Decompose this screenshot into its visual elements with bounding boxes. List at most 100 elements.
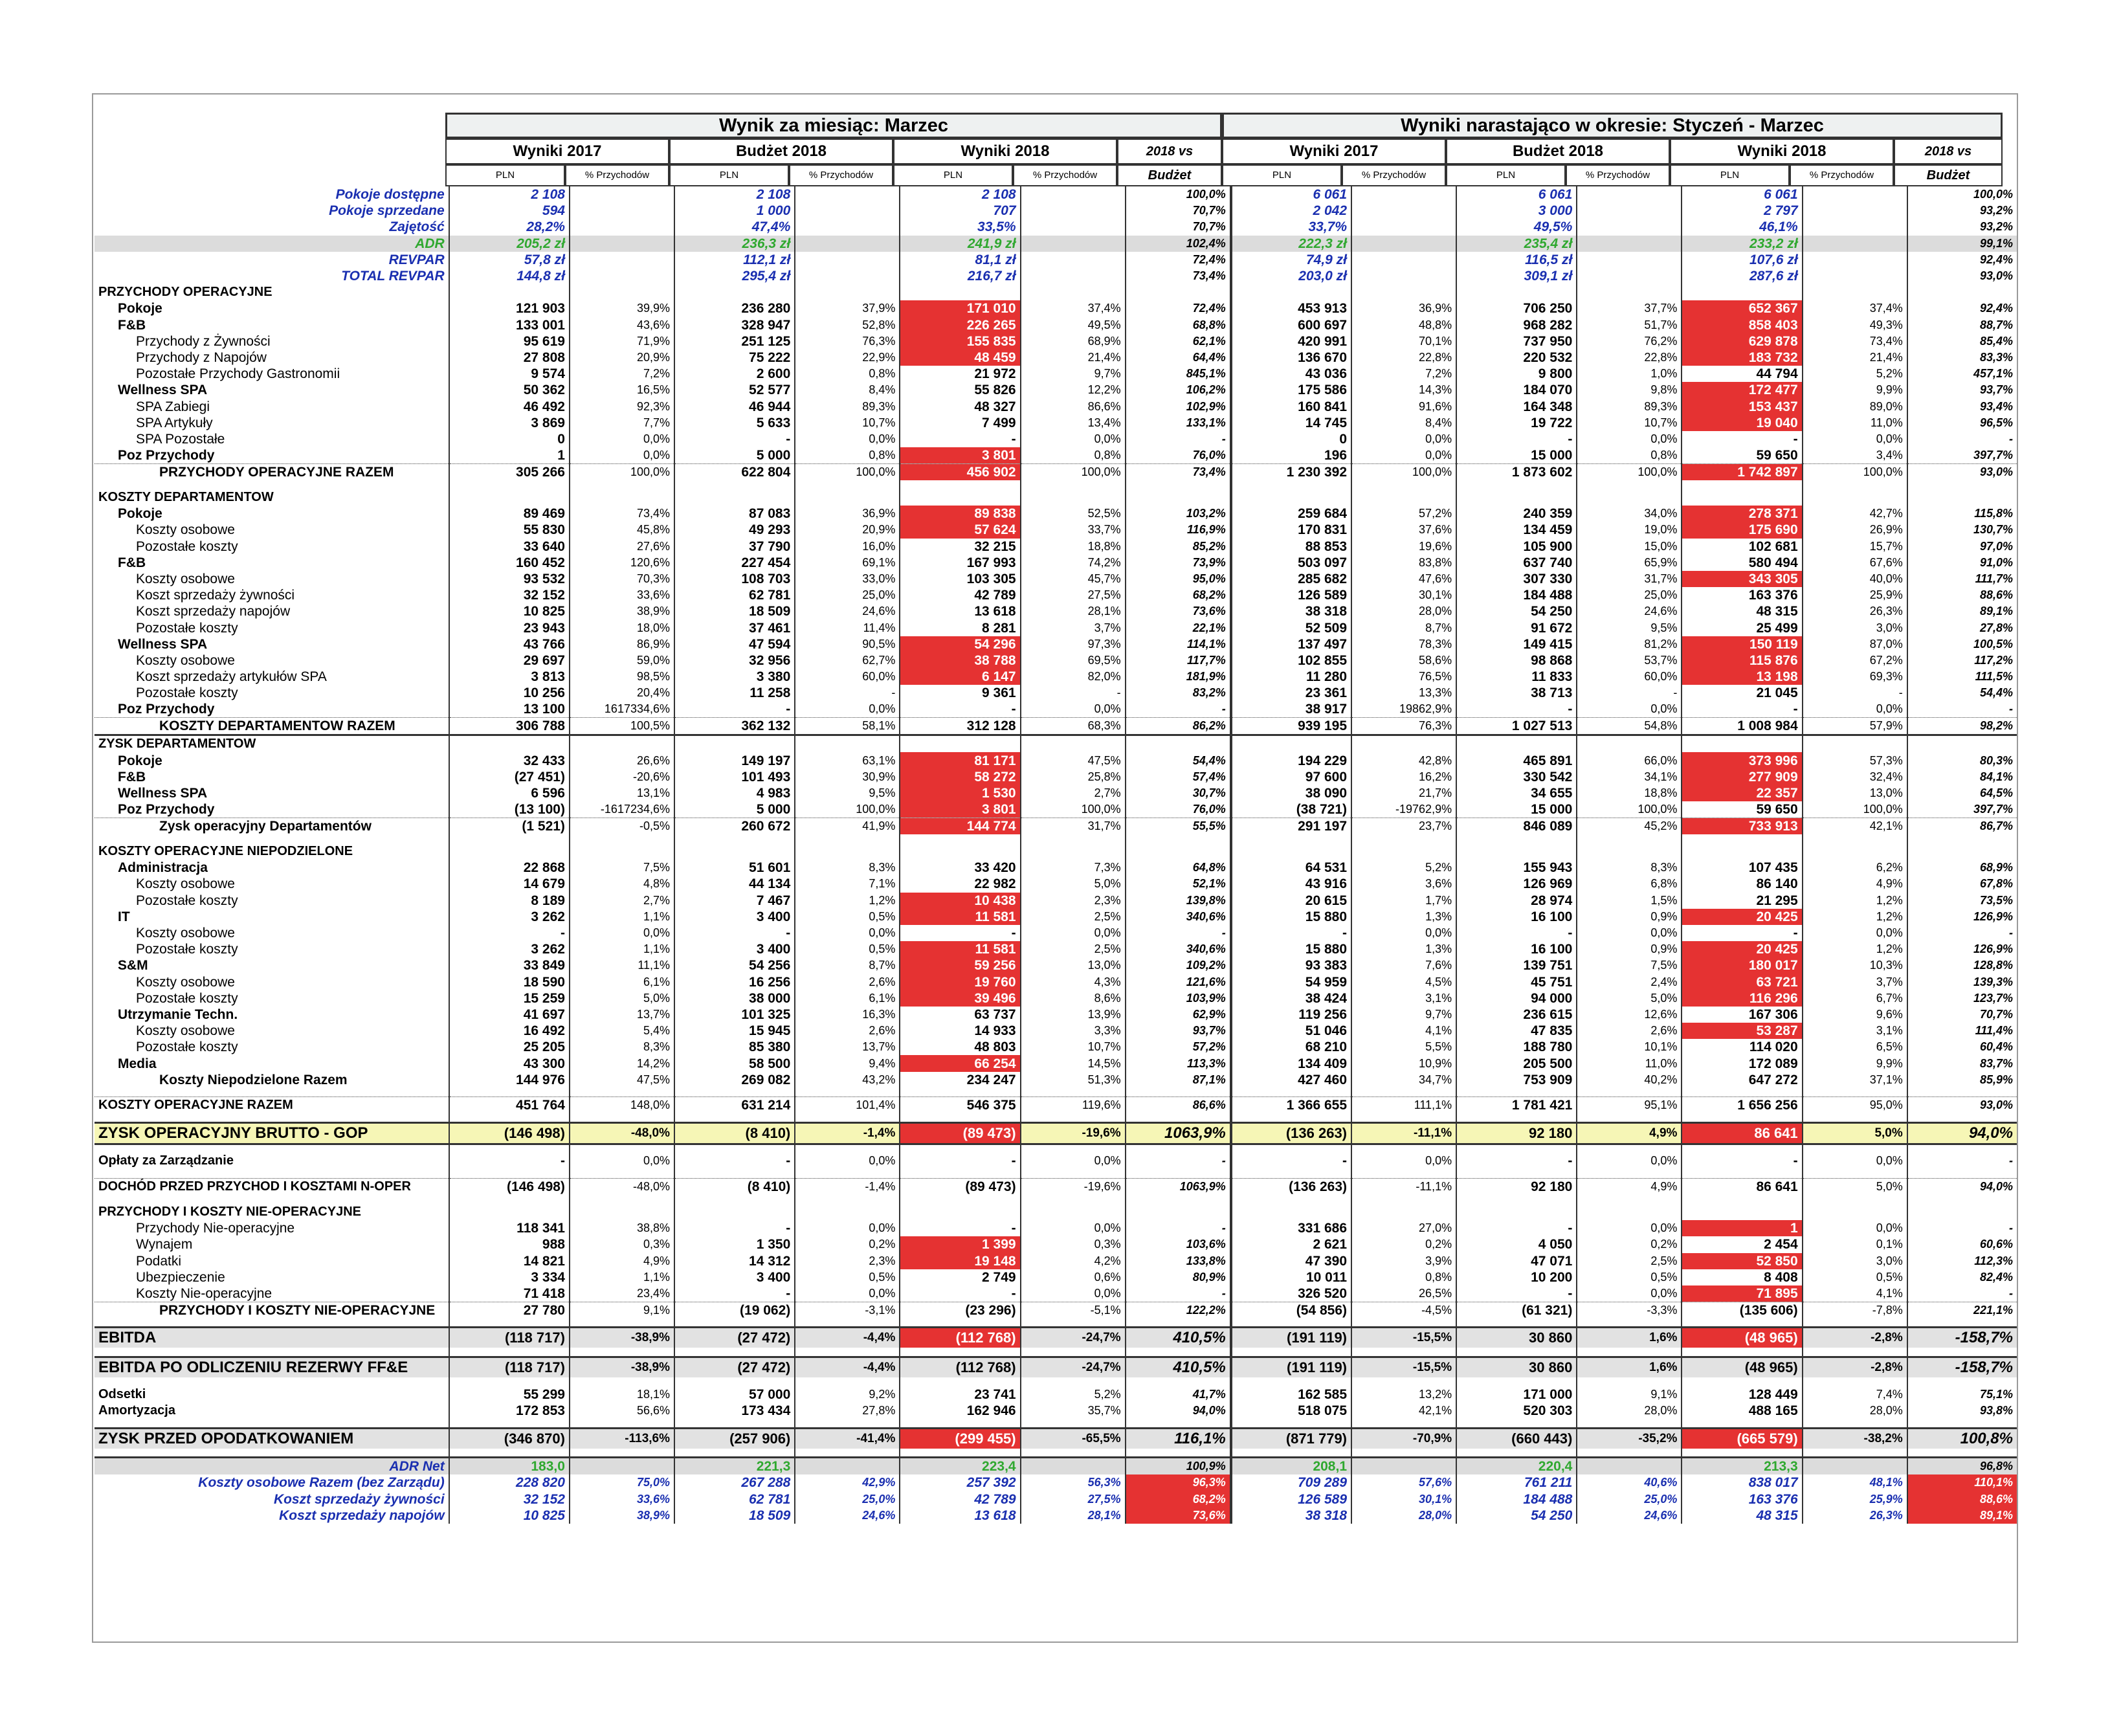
- cell-pct-2018-y: 5,2%: [1801, 366, 1907, 383]
- cell-vs-budzet-y: -: [1906, 701, 2017, 718]
- cell-pct-2017-m: 0,0%: [568, 430, 675, 447]
- cell-pct-budzet-m: 52,8%: [794, 317, 900, 333]
- cell-pct-2017-m: [568, 251, 675, 268]
- subheader-pln-4: PLN: [893, 164, 1013, 186]
- row-label: [94, 1113, 449, 1122]
- cell-pct-budzet-y: 4,9%: [1576, 1178, 1682, 1195]
- row-label: ZYSK OPERACYJNY BRUTTO - GOP: [94, 1121, 449, 1145]
- cell-vs-budzet-y: [1906, 734, 2017, 753]
- cell-pln-budzet-m: 85 380: [674, 1039, 795, 1056]
- cell-pct-budzet-y: 51,7%: [1576, 317, 1682, 333]
- cell-pct-2017-y: 36,9%: [1351, 300, 1457, 317]
- cell-pct-budzet-m: -4,4%: [794, 1355, 900, 1377]
- cell-pln-2017-m: 160 452: [448, 554, 570, 571]
- cell-pct-2018-m: 5,2%: [1019, 1386, 1126, 1403]
- cell-pln-2018-m: 22 982: [899, 876, 1021, 893]
- cell-pct-2018-y: 100,0%: [1801, 463, 1907, 480]
- cell-pln-2018-m: (112 768): [899, 1326, 1021, 1348]
- cell-pct-2017-m: -48,0%: [568, 1121, 675, 1145]
- table-row: Koszty osobowe 18 590 6,1% 16 256 2,6% 19 760…: [94, 974, 2017, 990]
- cell-vs-budzet-m: 100,9%: [1124, 1456, 1231, 1475]
- cell-pln-2017-y: 1 366 655: [1229, 1096, 1352, 1114]
- table-row: Podatki 14 821 4,9% 14 312 2,3% 19 148 4,2% 133…: [94, 1252, 2017, 1269]
- cell-pct-2017-y: -11,1%: [1351, 1178, 1457, 1195]
- cell-pln-2018-m: 38 788: [899, 652, 1021, 669]
- row-label: Pokoje: [118, 506, 162, 522]
- cell-vs-budzet-m: 340,6%: [1124, 941, 1231, 958]
- table-row: Pozostałe koszty 3 262 1,1% 3 400 0,5% 11 581…: [94, 941, 2017, 958]
- cell-pln-budzet-m: [674, 1318, 795, 1328]
- cell-vs-budzet-m: 86,6%: [1124, 1096, 1231, 1114]
- cell-pln-2017-m: [448, 843, 570, 860]
- cell-pln-2018-y: 213,3: [1681, 1456, 1803, 1475]
- cell-pln-2017-y: (871 779): [1229, 1427, 1352, 1449]
- row-label: ZYSK PRZED OPODATKOWANIEM: [94, 1427, 449, 1449]
- cell-vs-budzet-m: 76,0%: [1124, 447, 1231, 464]
- cell-pct-2017-y: 5,2%: [1351, 860, 1457, 876]
- cell-pct-2017-m: 18,1%: [568, 1386, 675, 1403]
- cell-pct-2017-m: 1,1%: [568, 1269, 675, 1285]
- cell-pln-2018-y: [1681, 1113, 1803, 1123]
- table-row: KOSZTY OPERACYJNE NIEPODZIELONE: [94, 843, 2017, 860]
- row-label: [94, 1195, 449, 1204]
- cell-pct-budzet-m: 13,7%: [794, 1039, 900, 1056]
- cell-pct-2017-m: [568, 1113, 675, 1123]
- cell-pln-2018-m: [899, 843, 1021, 860]
- cell-pln-2018-m: [899, 1169, 1021, 1179]
- cell-vs-budzet-m: -: [1124, 1285, 1231, 1302]
- cell-pln-budzet-y: -: [1456, 924, 1577, 942]
- cell-pln-2017-y: 38 917: [1229, 701, 1352, 718]
- cell-pln-budzet-y: 94 000: [1456, 990, 1577, 1007]
- cell-pct-2018-y: 25,9%: [1801, 587, 1907, 604]
- cell-pct-budzet-y: -: [1576, 685, 1682, 702]
- cell-pct-2017-y: 21,7%: [1351, 785, 1457, 801]
- cell-pct-budzet-y: 54,8%: [1576, 717, 1682, 735]
- cell-pct-budzet-y: [1576, 1169, 1682, 1179]
- cell-vs-budzet-y: 83,7%: [1906, 1055, 2017, 1072]
- cell-pln-2018-y: 114 020: [1681, 1039, 1803, 1056]
- cell-pct-2018-y: 42,1%: [1801, 818, 1907, 834]
- subheader-pct-12: % Przychodów: [1790, 164, 1894, 186]
- cell-pln-2017-y: [1229, 480, 1352, 489]
- cell-pln-2017-y: 64 531: [1229, 860, 1352, 876]
- cell-pln-budzet-m: 328 947: [674, 317, 795, 333]
- table-row: Koszt sprzedaży napojów 10 825 38,9% 18 509…: [94, 1507, 2017, 1524]
- cell-pln-budzet-m: [674, 834, 795, 843]
- cell-pct-2018-m: 0,8%: [1019, 447, 1126, 464]
- cell-pln-2017-y: 1 230 392: [1229, 463, 1352, 480]
- cell-pln-2018-y: 13 198: [1681, 669, 1803, 685]
- spacer-row: [94, 1113, 2017, 1123]
- cell-vs-budzet-m: [1124, 1144, 1231, 1153]
- cell-pct-budzet-y: 1,5%: [1576, 892, 1682, 909]
- cell-vs-budzet-y: 88,7%: [1906, 317, 2017, 333]
- cell-pct-budzet-m: [794, 251, 900, 268]
- cell-vs-budzet-y: [1906, 1169, 2017, 1179]
- cell-pln-2017-y: 33,7%: [1229, 219, 1352, 236]
- cell-pln-2017-y: 331 686: [1229, 1220, 1352, 1237]
- cell-pct-2017-m: [568, 203, 675, 219]
- cell-pln-budzet-y: -: [1456, 1153, 1577, 1170]
- row-label: Pokoje: [118, 301, 162, 317]
- cell-pct-2018-m: 68,3%: [1019, 717, 1126, 735]
- spacer-row: [94, 1169, 2017, 1179]
- cell-pln-2018-y: 107 435: [1681, 860, 1803, 876]
- cell-pln-budzet-y: 16 100: [1456, 941, 1577, 958]
- cell-pln-budzet-y: [1456, 489, 1577, 506]
- cell-pln-budzet-m: 5 000: [674, 801, 795, 818]
- cell-pct-2018-m: [1019, 1377, 1126, 1386]
- cell-pct-2018-m: [1019, 480, 1126, 489]
- cell-pct-2018-y: 48,1%: [1801, 1474, 1907, 1491]
- cell-pct-2017-m: 6,1%: [568, 974, 675, 990]
- cell-pct-2018-m: 0,0%: [1019, 701, 1126, 718]
- cell-vs-budzet-m: 54,4%: [1124, 752, 1231, 769]
- cell-pct-2018-m: 4,3%: [1019, 974, 1126, 990]
- cell-vs-budzet-m: [1124, 843, 1231, 860]
- cell-pln-2018-y: [1681, 843, 1803, 860]
- cell-pln-2018-m: (89 473): [899, 1178, 1021, 1195]
- cell-pct-2018-m: 97,3%: [1019, 636, 1126, 652]
- cell-pct-2017-m: [568, 219, 675, 236]
- cell-pct-2018-y: [1801, 489, 1907, 506]
- cell-pln-budzet-m: -: [674, 1285, 795, 1302]
- cell-pln-2018-y: 86 641: [1681, 1178, 1803, 1195]
- cell-pct-2018-y: 0,0%: [1801, 701, 1907, 718]
